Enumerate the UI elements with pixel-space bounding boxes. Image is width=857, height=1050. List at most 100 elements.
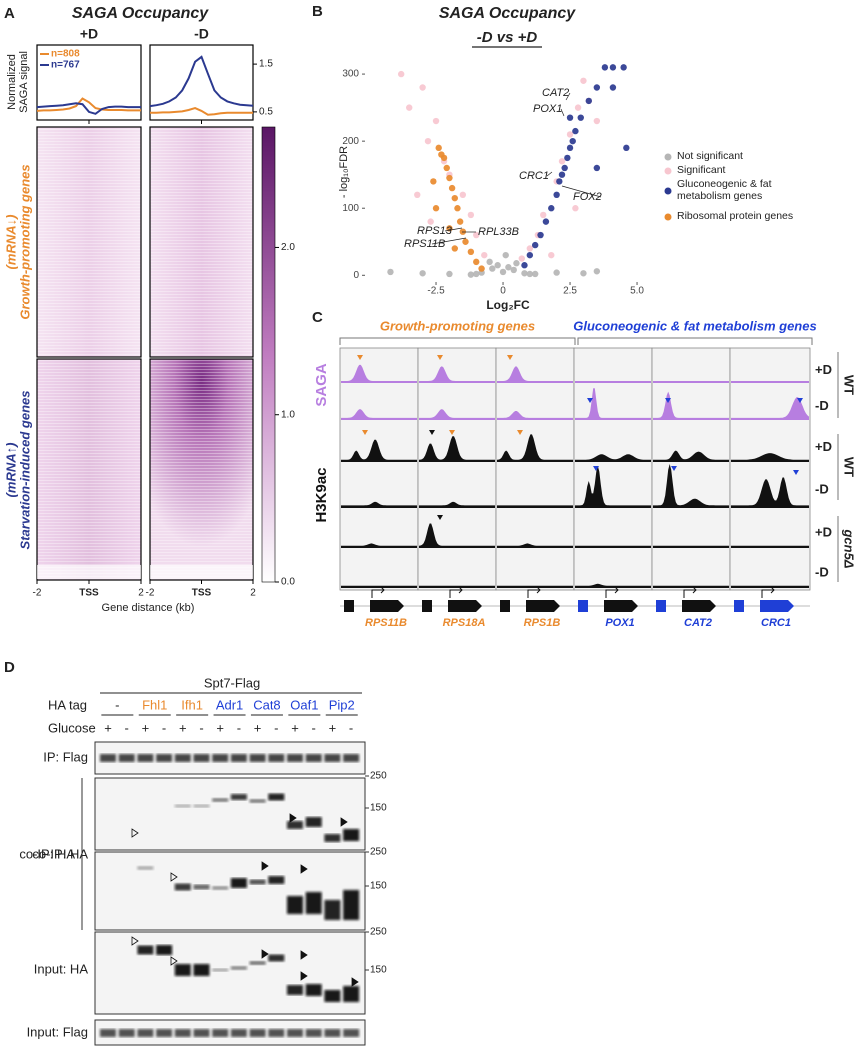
ha-tag: Oaf1	[290, 697, 318, 712]
data-point	[566, 131, 574, 138]
data-point	[593, 84, 601, 91]
ha-tag: -	[115, 697, 119, 712]
y-tick-label: 100	[342, 203, 359, 214]
arrowhead	[587, 398, 593, 403]
glucose-sign: +	[254, 720, 262, 735]
coverage-track	[575, 388, 651, 420]
data-point	[467, 271, 475, 278]
data-point	[574, 104, 582, 111]
coverage-track	[575, 381, 651, 383]
annotation-leader	[561, 185, 602, 198]
mw-marker: 250	[370, 771, 387, 782]
ha-tag: Fhl1	[142, 697, 167, 712]
data-point	[580, 77, 587, 84]
data-point	[387, 268, 394, 276]
glucose-sign: +	[142, 720, 150, 735]
gene-block	[604, 600, 638, 612]
band	[174, 883, 191, 891]
coverage-track	[341, 439, 417, 462]
data-point	[540, 211, 547, 219]
band	[287, 985, 303, 995]
glucose-sign: -	[274, 720, 278, 735]
arrowhead	[437, 355, 443, 360]
band	[212, 968, 229, 972]
neighbor-gene	[656, 600, 666, 612]
neighbor-gene	[422, 600, 432, 612]
band	[193, 964, 210, 976]
data-point	[435, 144, 442, 152]
coverage-track	[653, 464, 729, 508]
data-point	[521, 270, 528, 277]
legend-label: n=767	[51, 60, 80, 71]
glucose-sign: -	[199, 720, 203, 735]
data-point	[427, 218, 434, 225]
arrowhead	[793, 470, 799, 475]
chart-title: SAGA Occupancy	[439, 5, 576, 22]
legend-label: Ribosomal protein genes	[677, 210, 794, 222]
arrowhead	[449, 430, 455, 435]
band	[230, 1029, 247, 1037]
strain-label: WT	[842, 457, 857, 477]
arrowhead	[357, 355, 363, 360]
band	[230, 878, 247, 888]
data-point	[556, 178, 563, 185]
heatmap-frame	[36, 126, 142, 358]
gene-annotation: RPS11B	[404, 238, 445, 250]
data-point	[548, 251, 555, 259]
data-point	[558, 158, 566, 165]
data-point	[577, 114, 584, 121]
annotation-leader	[431, 237, 467, 245]
band-arrowhead	[351, 977, 359, 987]
band	[212, 886, 229, 890]
band-arrowhead	[261, 861, 269, 871]
gene-annotation: FOX2	[573, 191, 602, 203]
condition-label: -D	[815, 564, 829, 579]
blot-label: IP: Flag	[43, 749, 88, 764]
panel-label: A	[4, 5, 15, 22]
x-tick-label: -2.5	[427, 286, 445, 297]
band	[343, 1029, 360, 1037]
data-point	[526, 245, 534, 252]
band	[230, 966, 247, 970]
legend-entry: Ribosomal protein genes	[677, 210, 794, 222]
data-point	[593, 268, 601, 275]
band	[324, 900, 341, 920]
row-label: Glucose	[48, 720, 96, 735]
coverage-track	[575, 454, 651, 462]
band	[174, 804, 191, 808]
band	[174, 1029, 191, 1037]
coverage-track	[341, 409, 417, 420]
group-name: Starvation-induced genes	[17, 391, 32, 550]
ha-tag: Pip2	[329, 697, 355, 712]
data-point	[451, 245, 458, 252]
x-tick-label: TSS	[79, 588, 99, 599]
profile-line	[36, 97, 141, 112]
x-tick-label: 2	[250, 588, 256, 599]
annotation-leader	[560, 108, 565, 117]
glucose-sign: +	[216, 720, 224, 735]
legend-entry: Significant	[677, 164, 725, 176]
band	[343, 986, 360, 1002]
mw-marker: 150	[370, 965, 387, 976]
blot-label: Input: HA	[34, 961, 89, 976]
panel-label: B	[312, 3, 323, 20]
legend-label: Gluconeogenic & fat metabolism genes	[677, 178, 772, 202]
x-tick-label: 2.5	[563, 286, 577, 297]
band-arrowhead	[170, 956, 178, 966]
data-point	[443, 164, 450, 172]
data-point	[478, 265, 485, 272]
data-point	[569, 137, 576, 145]
data-point	[473, 270, 480, 278]
glucose-sign: +	[291, 720, 299, 735]
gene-block	[526, 600, 560, 612]
data-point	[623, 144, 630, 152]
data-point	[419, 270, 426, 277]
coverage-track	[341, 543, 417, 548]
legend-marker	[664, 167, 672, 175]
gene-name: POX1	[605, 617, 634, 629]
band	[324, 834, 341, 842]
tss-arrow	[449, 586, 463, 598]
band	[100, 1029, 116, 1037]
band	[212, 754, 229, 762]
mw-marker: 150	[370, 881, 387, 892]
